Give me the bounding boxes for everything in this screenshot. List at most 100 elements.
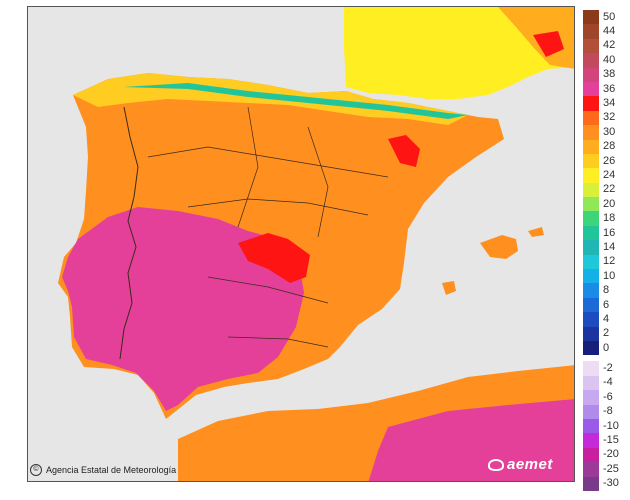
menorca-island: [528, 227, 544, 237]
legend-positive-row: 50: [583, 10, 629, 25]
legend-swatch: [583, 447, 599, 463]
regional-border: [147, 106, 389, 348]
france-peak-region: [533, 31, 564, 57]
legend-swatch: [583, 269, 599, 284]
legend-swatch: [583, 326, 599, 341]
legend-label: 6: [603, 298, 610, 311]
legend-label: -6: [603, 390, 613, 403]
legend-label: 0: [603, 341, 610, 354]
legend-positive-row: 24: [583, 168, 629, 183]
agency-credit: © Agencia Estatal de Meteorología: [30, 464, 176, 476]
legend-swatch: [583, 361, 599, 376]
legend-label: -10: [603, 419, 619, 432]
legend-positive-row: 6: [583, 297, 629, 313]
legend-label: 36: [603, 82, 616, 95]
legend-negative-row: -4: [583, 375, 629, 391]
legend-label: 38: [603, 68, 616, 81]
legend-swatch: [583, 197, 599, 212]
aemet-logo-icon: [488, 458, 504, 471]
legend-negative-row: -20: [583, 447, 629, 463]
legend-swatch: [583, 81, 599, 97]
mallorca-island: [480, 235, 518, 259]
legend-swatch: [583, 390, 599, 405]
legend-label: -25: [603, 462, 619, 475]
legend-positive-row: 26: [583, 153, 629, 169]
legend-positive-row: 44: [583, 24, 629, 39]
legend-label: 14: [603, 240, 616, 253]
legend-positive-row: 42: [583, 38, 629, 54]
legend-swatch: [583, 153, 599, 169]
north-africa-hot-region: [368, 399, 574, 481]
legend-label: 30: [603, 125, 616, 138]
legend-positive-row: 10: [583, 269, 629, 284]
legend-positive-row: 40: [583, 53, 629, 68]
legend-swatch: [583, 476, 599, 491]
legend-label: 16: [603, 226, 616, 239]
legend-positive-row: 36: [583, 81, 629, 97]
legend-swatch: [583, 96, 599, 111]
legend-label: -8: [603, 405, 613, 418]
legend-label: 22: [603, 183, 616, 196]
legend-swatch: [583, 139, 599, 154]
legend-swatch: [583, 110, 599, 126]
southwest-hot-region: [62, 207, 304, 411]
legend-swatch: [583, 125, 599, 140]
legend-label: -30: [603, 477, 619, 490]
legend-label: 4: [603, 312, 610, 325]
ibiza-island: [442, 281, 456, 295]
legend-swatch: [583, 254, 599, 270]
map-canvas: [58, 7, 574, 481]
legend-label: 44: [603, 25, 616, 38]
legend-swatch: [583, 462, 599, 477]
agency-credit-text: Agencia Estatal de Meteorología: [46, 465, 177, 475]
mountain-band: [123, 83, 468, 119]
legend-swatch: [583, 225, 599, 241]
legend-negative-row: -2: [583, 361, 629, 376]
legend-positive-row: 12: [583, 254, 629, 270]
aemet-brand-text: aemet: [507, 456, 553, 473]
legend-swatch: [583, 53, 599, 68]
legend-negative-row: -8: [583, 404, 629, 419]
legend-positive-row: 4: [583, 312, 629, 327]
central-peak-region: [238, 233, 310, 283]
legend-label: 34: [603, 97, 616, 110]
legend-swatch: [583, 312, 599, 327]
legend-label: -2: [603, 362, 613, 375]
legend-label: 32: [603, 111, 616, 124]
legend-swatch: [583, 240, 599, 255]
legend-swatch: [583, 340, 599, 356]
legend-positive-row: 30: [583, 125, 629, 140]
legend-swatch: [583, 67, 599, 82]
spain-portugal-border: [119, 106, 139, 360]
legend-positive-row: 34: [583, 96, 629, 111]
legend-label: 28: [603, 140, 616, 153]
legend-label: 50: [603, 10, 616, 23]
legend-swatch: [583, 10, 599, 25]
legend-label: 18: [603, 212, 616, 225]
legend-negative-row: -15: [583, 433, 629, 448]
temperature-map[interactable]: [27, 6, 575, 482]
legend-swatch: [583, 24, 599, 39]
legend-label: 2: [603, 327, 610, 340]
copyright-icon: ©: [30, 464, 42, 476]
legend-swatch: [583, 182, 599, 198]
ebro-peak-region: [388, 135, 420, 167]
legend-swatch: [583, 168, 599, 183]
temperature-legend: 50 44 42 40 38 36 34 32 30 28 26 24 22 20 18 16 14 12 10 8 6…: [583, 10, 629, 491]
legend-negative-row: -30: [583, 476, 629, 491]
legend-positive-row: 14: [583, 240, 629, 255]
legend-positive-row: 32: [583, 110, 629, 126]
legend-label: 24: [603, 168, 616, 181]
legend-negative-row: -6: [583, 390, 629, 405]
legend-label: 10: [603, 269, 616, 282]
legend-positive-row: 16: [583, 225, 629, 241]
legend-positive-row: 22: [583, 182, 629, 198]
legend-positive-row: 20: [583, 197, 629, 212]
legend-label: -4: [603, 376, 613, 389]
legend-label: 12: [603, 255, 616, 268]
legend-positive-row: 18: [583, 211, 629, 226]
legend-negative-row: -25: [583, 462, 629, 477]
legend-swatch: [583, 283, 599, 298]
legend-swatch: [583, 38, 599, 54]
aemet-brand: aemet: [488, 456, 553, 473]
